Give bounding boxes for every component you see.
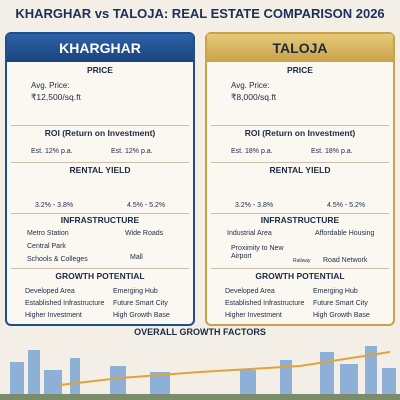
growth-item: High Growth Base [113, 312, 170, 319]
infrastructure-item: Schools & Colleges [27, 256, 88, 263]
growth-item: Developed Area [225, 288, 275, 295]
infrastructure-item: Mall [130, 254, 143, 261]
separator [11, 125, 189, 126]
roi-heading: ROI (Return on Investment) [244, 128, 356, 138]
rental-heading: RENTAL YIELD [269, 165, 331, 175]
growth-item: Higher Investment [225, 312, 282, 319]
growth-item: Emerging Hub [313, 288, 358, 295]
page-title: KHARGHAR vs TALOJA: REAL ESTATE COMPARIS… [15, 6, 385, 21]
price-value: ₹12,500/sq.ft [31, 92, 81, 102]
ground [0, 394, 400, 400]
infrastructure-item: Wide Roads [125, 230, 164, 237]
price-value: ₹8,000/sq.ft [231, 92, 277, 102]
roi-value: Est. 12% p.a. [111, 148, 153, 155]
rental-value: 3.2% - 3.8% [235, 202, 274, 209]
roi-value: Est. 18% p.a. [231, 148, 273, 155]
infrastructure-item: Industrial Area [227, 230, 272, 237]
growth-item: Established Infrastructure [225, 300, 305, 307]
separator [211, 125, 389, 126]
growth-item: High Growth Base [313, 312, 370, 319]
skyline [10, 346, 396, 400]
separator [211, 162, 389, 163]
rental-value: 4.5% - 5.2% [327, 202, 366, 209]
separator [11, 268, 189, 269]
growth-item: Higher Investment [25, 312, 82, 319]
price-label: Avg. Price: [31, 81, 70, 90]
separator [211, 213, 389, 214]
infrastructure-heading: INFRASTRUCTURE [60, 215, 140, 225]
price-heading: PRICE [287, 65, 313, 75]
price-label: Avg. Price: [231, 81, 270, 90]
growth-item: Future Smart City [313, 300, 368, 307]
infrastructure-item: Road Network [323, 257, 368, 264]
growth-item: Future Smart City [113, 300, 168, 307]
separator [11, 162, 189, 163]
growth-heading: GROWTH POTENTIAL [55, 271, 145, 281]
infrastructure-item: Railway [293, 258, 311, 264]
roi-value: Est. 12% p.a. [31, 148, 73, 155]
rental-value: 3.2% - 3.8% [35, 202, 74, 209]
rental-value: 4.5% - 5.2% [127, 202, 166, 209]
growth-item: Emerging Hub [113, 288, 158, 295]
panel [205, 32, 395, 326]
growth-heading: GROWTH POTENTIAL [255, 271, 345, 281]
roi-heading: ROI (Return on Investment) [44, 128, 156, 138]
infrastructure-item: Metro Station [27, 230, 69, 237]
rental-heading: RENTAL YIELD [69, 165, 131, 175]
panel-name: TALOJA [272, 40, 328, 56]
panel-header [7, 34, 193, 62]
panel-name: KHARGHAR [59, 40, 141, 56]
growth-item: Established Infrastructure [25, 300, 105, 307]
infrastructure-heading: INFRASTRUCTURE [260, 215, 340, 225]
infrastructure-item: Affordable Housing [315, 230, 375, 237]
separator [211, 268, 389, 269]
panel-header [207, 34, 393, 62]
growth-item: Developed Area [25, 288, 75, 295]
separator [11, 213, 189, 214]
growth-arrow [59, 351, 391, 386]
infrastructure-item: Central Park [27, 243, 66, 250]
roi-value: Est. 18% p.a. [311, 148, 353, 155]
price-heading: PRICE [87, 65, 113, 75]
panel [5, 32, 195, 326]
footer-title: OVERALL GROWTH FACTORS [134, 327, 266, 337]
infrastructure-item: Proximity to New Airport [231, 245, 284, 260]
